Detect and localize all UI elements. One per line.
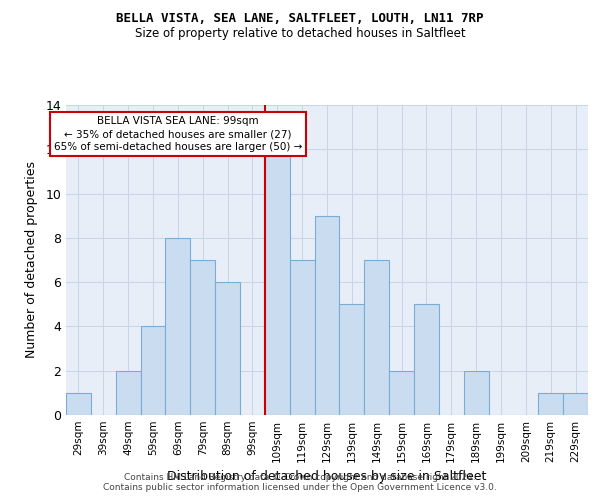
Bar <box>340 304 364 415</box>
Bar <box>464 370 488 415</box>
Bar <box>364 260 389 415</box>
Bar <box>215 282 240 415</box>
Bar <box>166 238 190 415</box>
X-axis label: Distribution of detached houses by size in Saltfleet: Distribution of detached houses by size … <box>167 470 487 484</box>
Bar <box>538 393 563 415</box>
Bar <box>190 260 215 415</box>
Bar <box>290 260 314 415</box>
Bar <box>314 216 340 415</box>
Text: BELLA VISTA, SEA LANE, SALTFLEET, LOUTH, LN11 7RP: BELLA VISTA, SEA LANE, SALTFLEET, LOUTH,… <box>116 12 484 26</box>
Bar <box>389 370 414 415</box>
Text: Contains HM Land Registry data © Crown copyright and database right 2024.: Contains HM Land Registry data © Crown c… <box>124 472 476 482</box>
Bar <box>265 150 290 415</box>
Text: Size of property relative to detached houses in Saltfleet: Size of property relative to detached ho… <box>134 28 466 40</box>
Bar <box>563 393 588 415</box>
Bar <box>140 326 166 415</box>
Bar <box>116 370 140 415</box>
Bar <box>414 304 439 415</box>
Text: Contains public sector information licensed under the Open Government Licence v3: Contains public sector information licen… <box>103 484 497 492</box>
Text: BELLA VISTA SEA LANE: 99sqm
← 35% of detached houses are smaller (27)
65% of sem: BELLA VISTA SEA LANE: 99sqm ← 35% of det… <box>53 116 302 152</box>
Bar <box>66 393 91 415</box>
Y-axis label: Number of detached properties: Number of detached properties <box>25 162 38 358</box>
